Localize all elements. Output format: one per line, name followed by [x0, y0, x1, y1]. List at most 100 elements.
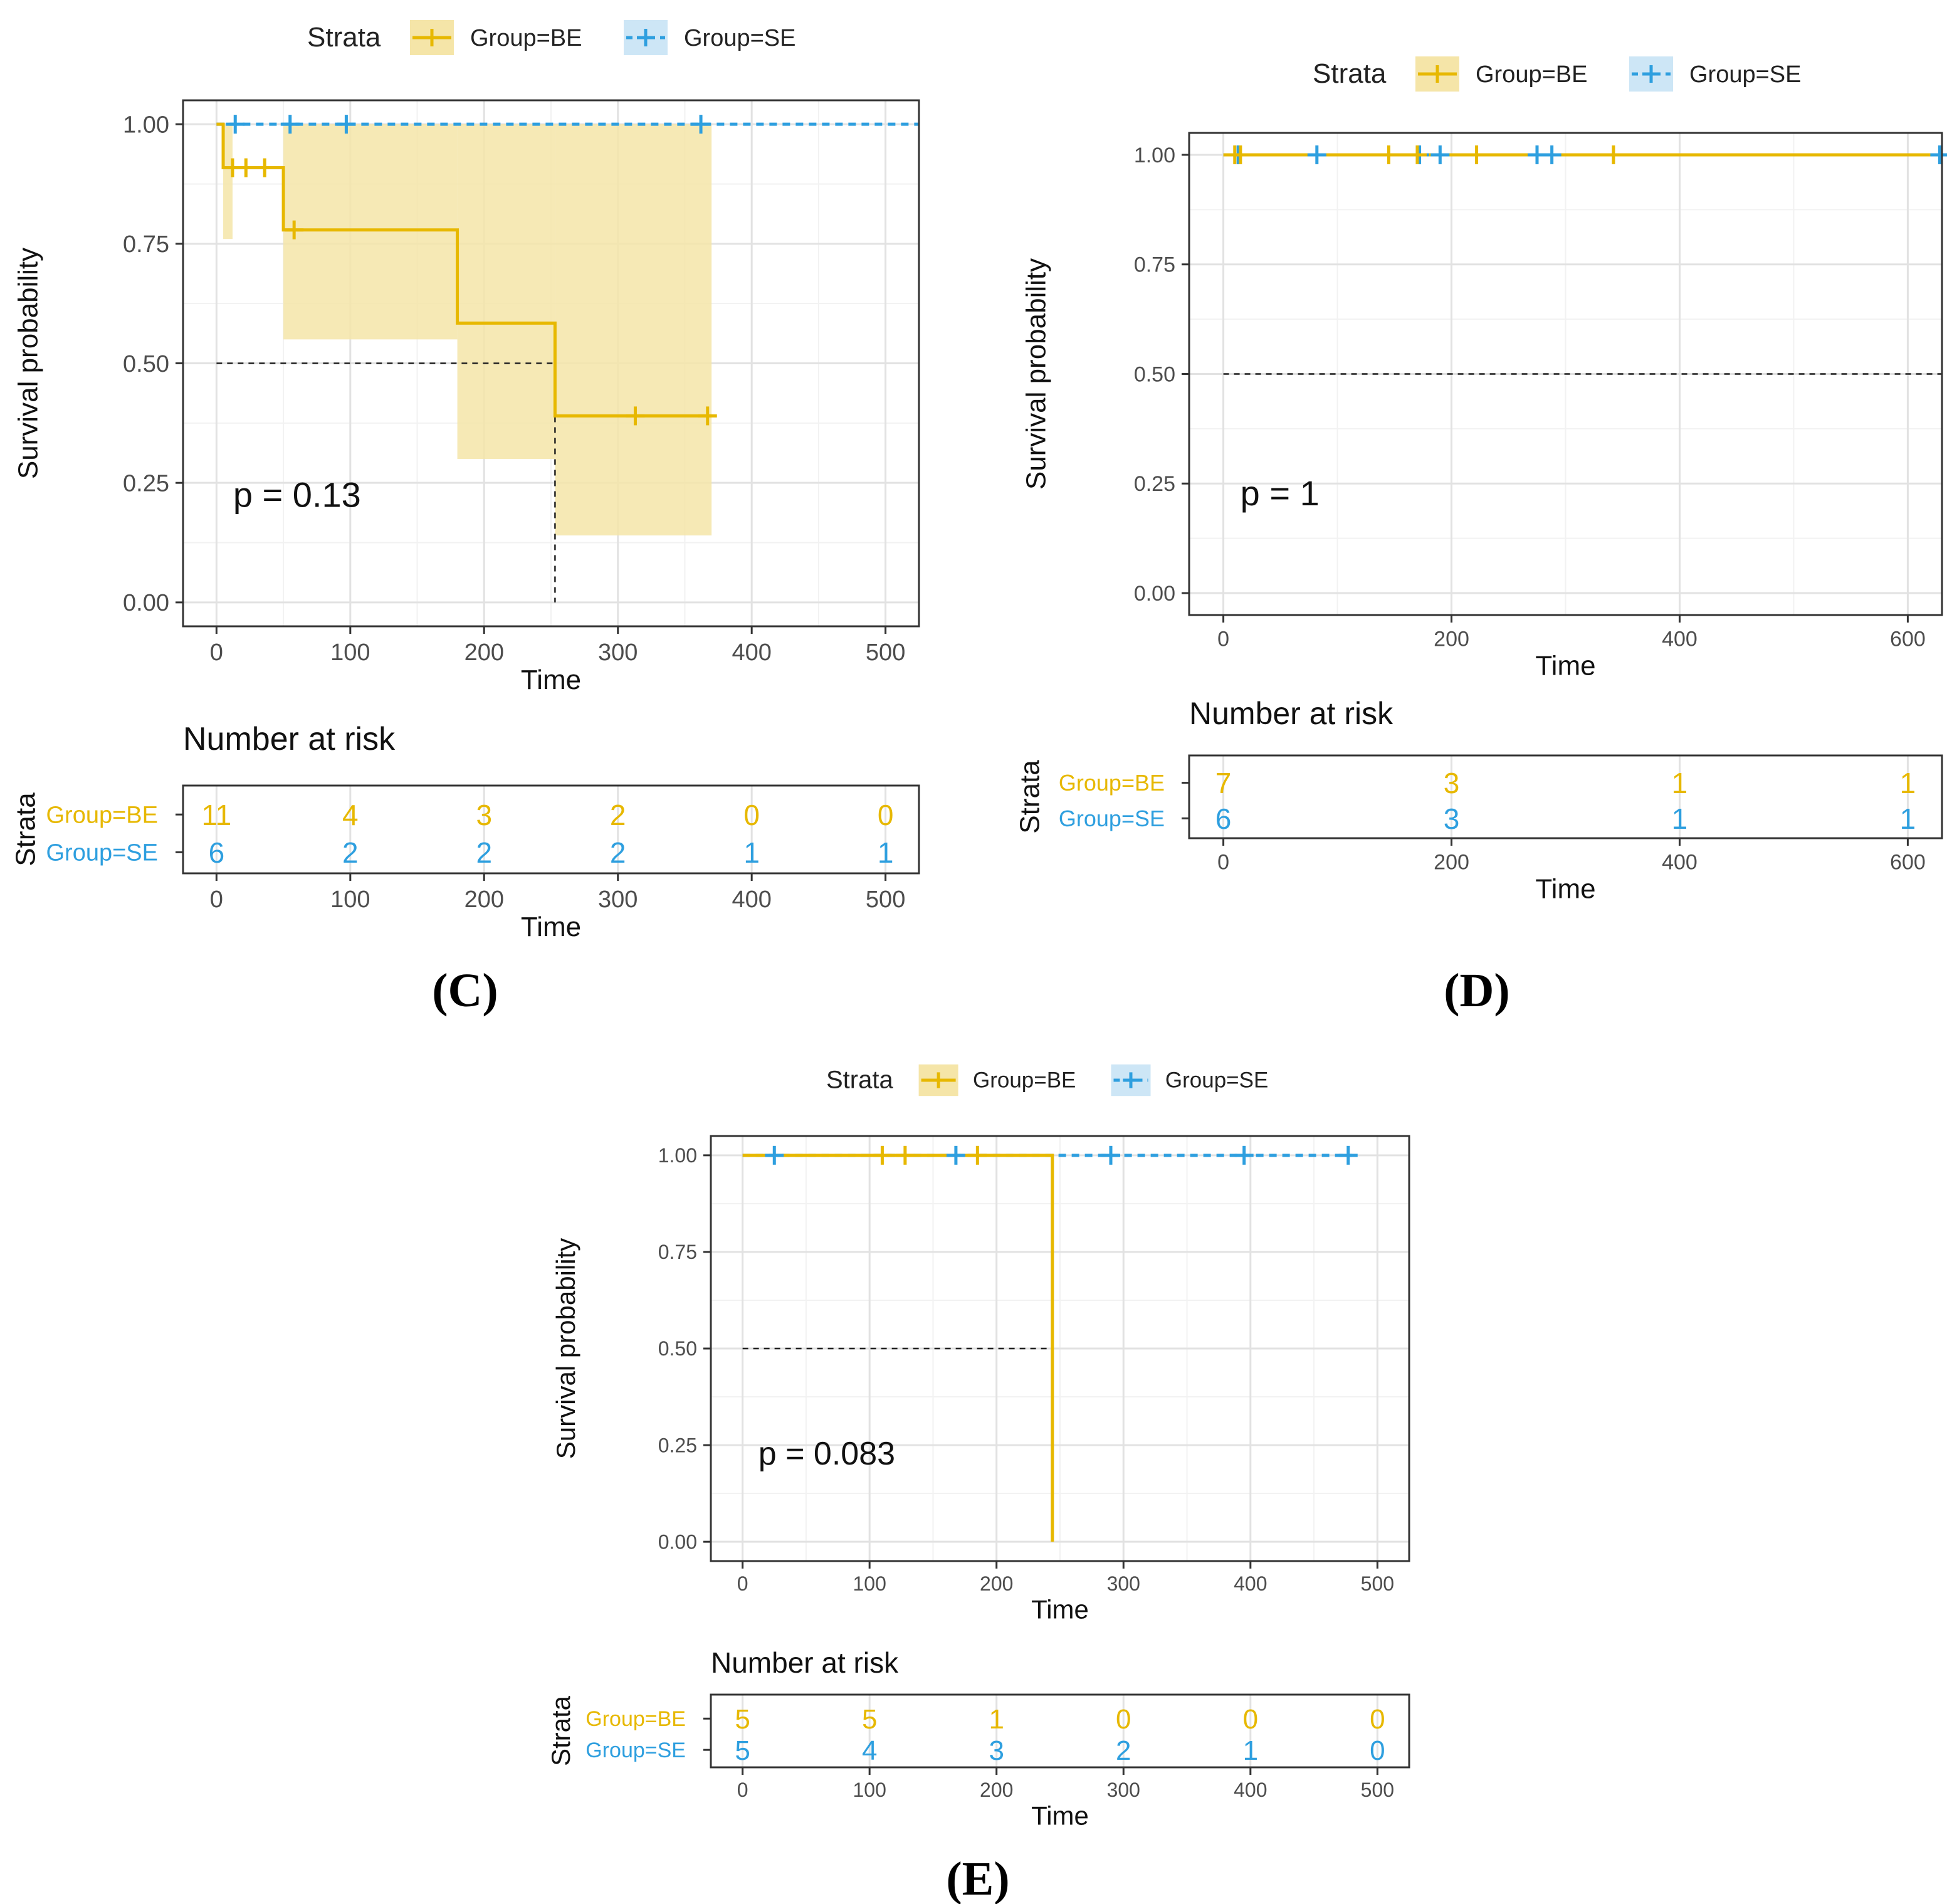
risk-table-title: Number at risk [711, 1646, 899, 1679]
risk-count-se: 6 [1215, 802, 1232, 835]
legend-label-se: Group=SE [1165, 1068, 1268, 1093]
x-tick-label: 200 [1434, 627, 1469, 651]
risk-count-be: 5 [735, 1704, 750, 1735]
risk-count-se: 4 [862, 1735, 877, 1766]
risk-table-y-label: Strata [546, 1695, 575, 1766]
legend-label-be: Group=BE [1476, 61, 1588, 88]
survival-plot: 0.00 0.25 0.50 0.75 1.00 0 100 200 300 400 500 Time… [551, 1135, 1410, 1624]
survival-curve-be [216, 122, 712, 418]
risk-count-se: 1 [1900, 802, 1916, 835]
risk-x-axis-label: Time [1031, 1801, 1089, 1830]
risk-table-border [182, 784, 920, 875]
risk-x-tick-label: 200 [1434, 850, 1469, 874]
risk-x-tick-label: 200 [464, 886, 504, 913]
risk-count-se: 1 [743, 836, 760, 869]
risk-count-be: 0 [1243, 1704, 1258, 1735]
risk-count-se: 0 [1370, 1735, 1385, 1766]
y-tick-label: 0.75 [658, 1241, 697, 1263]
x-tick-label: 200 [464, 639, 504, 666]
risk-row-name-be: Group=BE [46, 802, 159, 829]
confidence-band [555, 124, 712, 536]
y-tick-label: 1.00 [123, 112, 169, 138]
risk-x-tick-label: 100 [330, 886, 370, 913]
x-tick-label: 500 [1361, 1572, 1394, 1595]
y-tick-label: 0.50 [1134, 362, 1175, 386]
risk-count-se: 1 [878, 836, 894, 869]
y-axis-label: Survival probability [551, 1238, 580, 1460]
risk-x-tick-label: 300 [1107, 1779, 1140, 1801]
p-value: p = 1 [1241, 473, 1320, 513]
risk-row-name-be: Group=BE [1059, 770, 1165, 796]
risk-row-name-be: Group=BE [585, 1707, 686, 1731]
risk-table-y-label: Strata [1015, 760, 1046, 834]
y-tick-label: 0.50 [123, 351, 169, 377]
x-axis-label: Time [521, 665, 581, 695]
risk-count-be: 0 [743, 799, 760, 831]
risk-table-border [1188, 754, 1943, 839]
x-tick-label: 300 [598, 639, 638, 666]
risk-count-be: 3 [476, 799, 492, 831]
x-tick-label: 400 [1234, 1572, 1267, 1595]
x-tick-label: 500 [866, 639, 905, 666]
y-tick-label: 0.25 [123, 470, 169, 497]
risk-x-tick-label: 400 [732, 886, 771, 913]
legend-title: Strata [1313, 58, 1387, 89]
y-tick-label: 0.50 [658, 1337, 697, 1360]
risk-x-tick-label: 300 [598, 886, 638, 913]
risk-table-background [711, 1695, 1409, 1767]
risk-count-se: 3 [989, 1735, 1004, 1766]
survival-plot: 0.00 0.25 0.50 0.75 1.00 0 100 200 300 400 500 Time… [13, 99, 920, 695]
risk-count-be: 7 [1215, 767, 1232, 799]
p-value: p = 0.083 [758, 1436, 895, 1472]
x-tick-label: 300 [1107, 1572, 1140, 1595]
panel-e: Strata Group=BE Group=SE 0.00 0.25 0.50 0.75 1.… [546, 1064, 1410, 1904]
x-tick-label: 0 [737, 1572, 748, 1595]
risk-count-be: 0 [1116, 1704, 1131, 1735]
x-tick-label: 600 [1890, 627, 1926, 651]
risk-x-tick-label: 0 [1217, 850, 1229, 874]
panel-label: (D) [1444, 964, 1510, 1017]
risk-x-tick-label: 200 [980, 1779, 1013, 1801]
legend: Strata Group=BE Group=SE [1313, 56, 1802, 92]
x-axis-label: Time [1535, 651, 1595, 681]
risk-count-se: 6 [209, 836, 225, 869]
risk-x-axis-label: Time [1535, 874, 1595, 905]
legend-label-be: Group=BE [973, 1068, 1076, 1093]
x-tick-label: 400 [732, 639, 771, 666]
legend-label-se: Group=SE [1689, 61, 1802, 88]
x-tick-label: 400 [1662, 627, 1698, 651]
risk-count-se: 2 [610, 836, 626, 869]
risk-x-axis-label: Time [521, 912, 581, 942]
risk-count-be: 1 [1672, 767, 1688, 799]
risk-x-tick-label: 0 [737, 1779, 748, 1801]
y-tick-label: 0.00 [658, 1530, 697, 1553]
panel-c: Strata Group=BE Group=SE0.000.250.500.751.… [11, 20, 920, 1017]
y-axis-label: Survival probability [13, 248, 44, 479]
x-tick-label: 100 [853, 1572, 886, 1595]
risk-count-se: 5 [735, 1735, 750, 1766]
risk-x-tick-label: 500 [1361, 1779, 1394, 1801]
risk-count-be: 2 [610, 799, 626, 831]
risk-count-be: 0 [878, 799, 894, 831]
survival-plot: 0.00 0.25 0.50 0.75 1.00 0 200 400 600 Time Surviv… [1021, 132, 1947, 681]
risk-count-be: 0 [1370, 1704, 1385, 1735]
panel-d: Strata Group=BE Group=SE 0.00 0.25 0.50 0.75 1.… [1015, 56, 1947, 1017]
risk-count-se: 1 [1672, 802, 1688, 835]
risk-row-name-se: Group=SE [1059, 806, 1165, 831]
risk-count-be: 11 [201, 799, 231, 831]
risk-count-be: 3 [1444, 767, 1460, 799]
x-tick-label: 200 [980, 1572, 1013, 1595]
risk-count-be: 1 [989, 1704, 1004, 1735]
risk-table-title: Number at risk [183, 721, 396, 757]
risk-count-se: 3 [1444, 802, 1460, 835]
risk-table-background [183, 786, 919, 873]
y-tick-label: 0.75 [1134, 253, 1175, 277]
y-axis-label: Survival probability [1021, 258, 1052, 490]
x-tick-label: 0 [1217, 627, 1229, 651]
risk-x-tick-label: 100 [853, 1779, 886, 1801]
panel-label: (E) [946, 1853, 1009, 1904]
risk-x-tick-label: 0 [210, 886, 223, 913]
